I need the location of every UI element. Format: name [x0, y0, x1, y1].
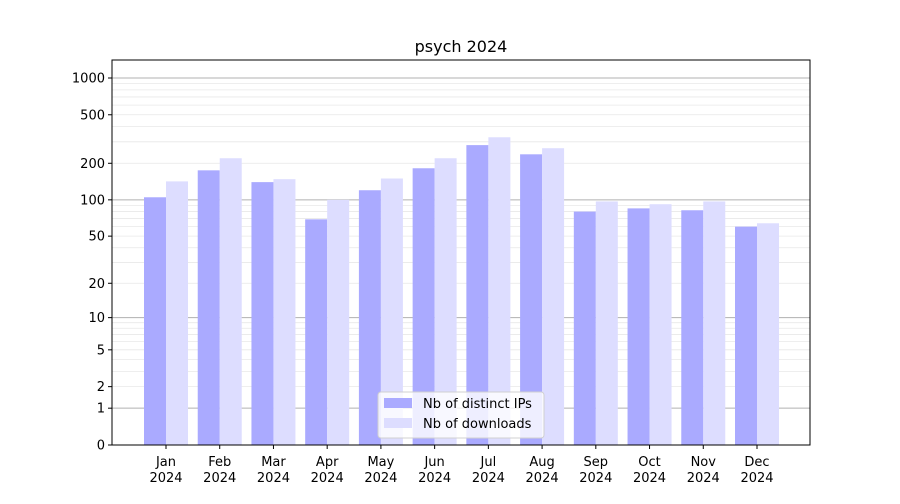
x-tick-label: Dec: [744, 455, 769, 470]
x-tick-label: Jun: [423, 455, 444, 470]
bar-distinct-ips: [305, 219, 328, 445]
bar-distinct-ips: [466, 145, 489, 445]
x-tick-label: 2024: [311, 471, 344, 486]
axes: Jan2024Feb2024Mar2024Apr2024May2024Jun20…: [72, 59, 811, 486]
x-tick-label: 2024: [472, 471, 505, 486]
bar-distinct-ips: [197, 170, 220, 445]
bar-distinct-ips: [681, 210, 704, 445]
bar-downloads: [166, 181, 188, 445]
x-tick-label: Aug: [529, 455, 554, 470]
y-tick-label: 20: [88, 277, 105, 292]
x-tick-label: May: [367, 455, 394, 470]
bar-downloads: [434, 158, 457, 445]
bar-distinct-ips: [251, 182, 274, 446]
y-tick-label: 5: [97, 343, 105, 358]
plot-frame: [111, 59, 811, 446]
bar-distinct-ips: [520, 154, 543, 445]
legend-label: Nb of distinct IPs: [423, 397, 532, 412]
legend: Nb of distinct IPs Nb of downloads: [377, 391, 545, 439]
y-tick-label: 10: [88, 311, 105, 326]
bar-distinct-ips: [412, 168, 435, 446]
bar-downloads: [327, 199, 350, 445]
x-tick-label: 2024: [687, 471, 720, 486]
y-tick-label: 1000: [72, 72, 105, 87]
x-tick-label: 2024: [579, 471, 612, 486]
x-tick-label: Sep: [584, 455, 609, 470]
x-tick-label: Oct: [638, 455, 660, 470]
legend-swatch: [384, 418, 412, 428]
y-tick-label: 200: [80, 157, 105, 172]
bar-downloads: [380, 178, 403, 445]
x-tick-label: 2024: [740, 471, 773, 486]
y-tick-label: 2: [97, 380, 105, 395]
bar-distinct-ips: [144, 197, 166, 445]
x-tick-label: 2024: [364, 471, 397, 486]
x-tick-label: 2024: [633, 471, 666, 486]
bar-downloads: [488, 137, 511, 445]
bar-downloads: [757, 223, 779, 445]
bar-downloads: [219, 158, 242, 445]
bar-downloads: [273, 179, 296, 445]
bar-downloads: [595, 201, 618, 445]
x-tick-label: Nov: [691, 455, 717, 470]
bar-distinct-ips: [358, 190, 381, 445]
bars: [144, 137, 779, 446]
bar-downloads: [703, 201, 726, 445]
bar-downloads: [542, 148, 565, 445]
x-tick-label: 2024: [257, 471, 290, 486]
x-tick-label: 2024: [526, 471, 559, 486]
legend-swatch: [384, 398, 412, 408]
x-tick-label: Jan: [155, 455, 176, 470]
bar-downloads: [649, 204, 672, 445]
y-tick-label: 0: [97, 439, 105, 454]
y-tick-label: 50: [88, 230, 105, 245]
x-tick-label: 2024: [418, 471, 451, 486]
y-tick-label: 100: [80, 193, 105, 208]
x-tick-label: 2024: [203, 471, 236, 486]
legend-box: [377, 391, 545, 439]
y-tick-label: 1: [97, 402, 105, 417]
bar-distinct-ips: [627, 208, 650, 445]
x-tick-label: Feb: [208, 455, 231, 470]
x-tick-label: Apr: [316, 455, 339, 470]
bar-distinct-ips: [735, 226, 757, 445]
x-tick-label: Jul: [480, 455, 497, 470]
legend-label: Nb of downloads: [423, 417, 532, 432]
bar-distinct-ips: [573, 211, 596, 445]
x-tick-label: Mar: [261, 455, 286, 470]
chart-title: psych 2024: [415, 37, 508, 56]
y-tick-label: 500: [80, 108, 105, 123]
x-tick-label: 2024: [149, 471, 182, 486]
